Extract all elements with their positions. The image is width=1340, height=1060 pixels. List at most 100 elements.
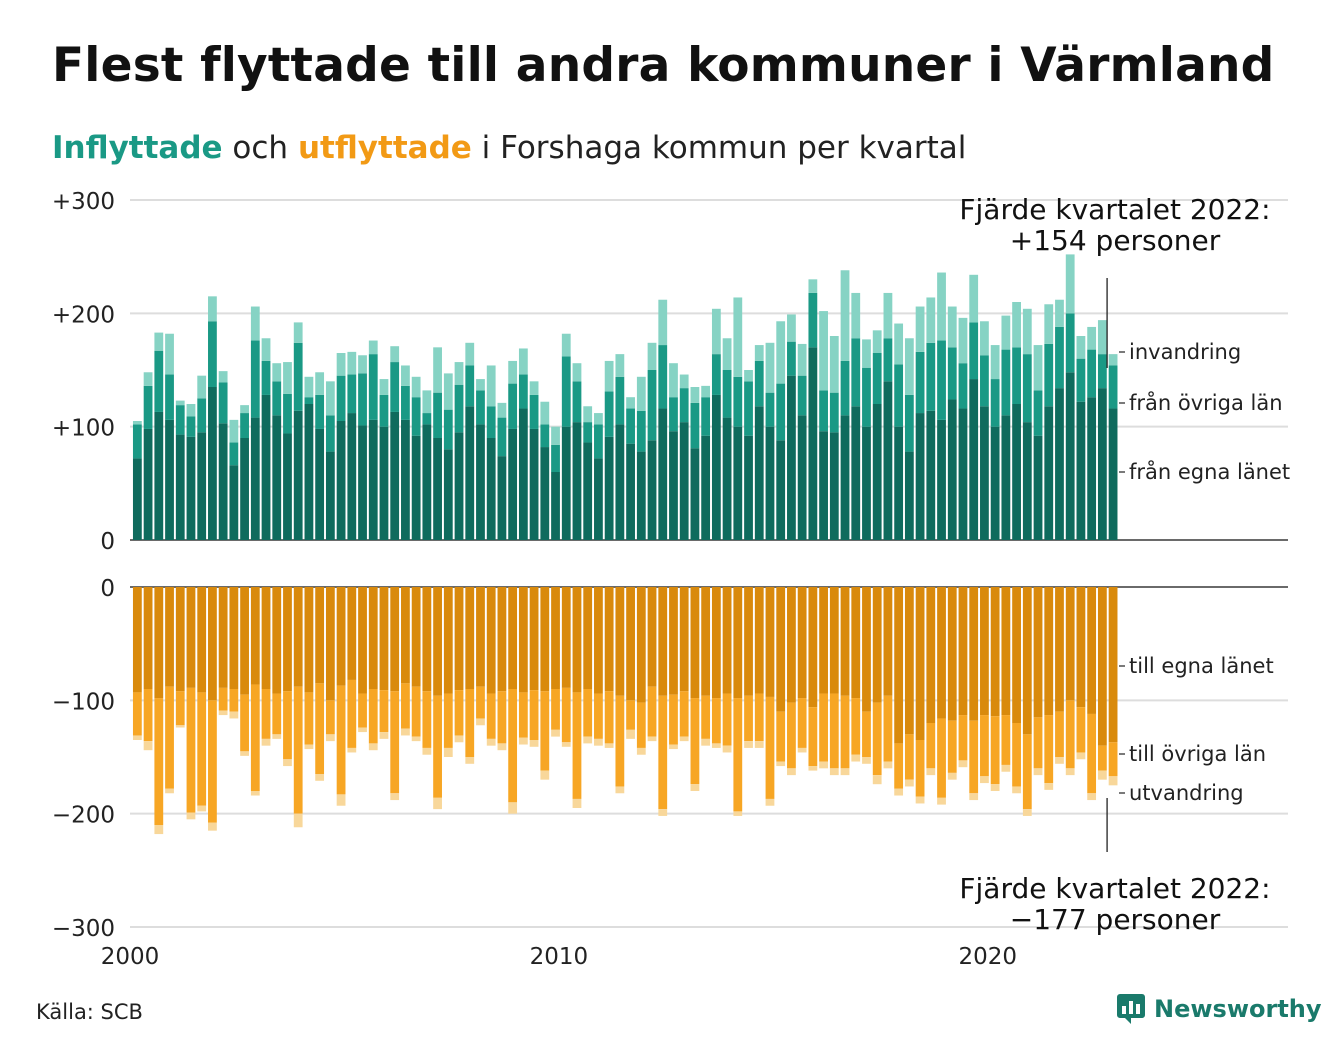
bar-in-invandring	[476, 379, 485, 391]
bar-out-egna	[336, 587, 346, 686]
bar-in-ovriga	[433, 392, 442, 438]
bar-in-egna	[347, 413, 357, 540]
bar-in-invandring	[368, 340, 378, 355]
bar-out-utvandring	[711, 743, 721, 748]
bar-out-ovriga	[658, 695, 668, 810]
bar-out-egna	[669, 587, 678, 695]
bar-out-ovriga	[958, 715, 968, 761]
bar-in-ovriga	[947, 347, 957, 400]
bar-out-ovriga	[476, 686, 485, 719]
bar-in-ovriga	[615, 376, 625, 425]
bar-out-ovriga	[143, 689, 153, 742]
bar-out-utvandring	[915, 796, 925, 804]
bar-out-ovriga	[411, 686, 421, 737]
bar-in-invandring	[1076, 336, 1086, 359]
bar-out-egna	[636, 587, 646, 703]
bar-in-ovriga	[711, 354, 721, 395]
bar-out-egna	[658, 587, 668, 696]
bar-out-utvandring	[454, 735, 464, 743]
bar-in-invandring	[679, 374, 689, 389]
bar-in-ovriga	[336, 375, 346, 421]
bar-out-utvandring	[154, 825, 164, 835]
bar-in-invandring	[132, 421, 142, 425]
bar-in-invandring	[711, 308, 721, 355]
bar-out-utvandring	[261, 738, 271, 746]
bar-out-ovriga	[969, 720, 979, 794]
bar-in-invandring	[336, 353, 346, 376]
bar-out-ovriga	[132, 692, 142, 736]
bar-in-ovriga	[250, 340, 260, 418]
bar-out-egna	[208, 587, 217, 701]
bar-out-utvandring	[476, 718, 485, 726]
bar-out-ovriga	[1065, 700, 1075, 769]
bar-out-utvandring	[197, 805, 207, 812]
bar-out-egna	[272, 587, 282, 694]
bar-in-egna	[808, 347, 818, 540]
bar-in-ovriga	[165, 374, 174, 420]
bar-out-utvandring	[175, 725, 185, 728]
brand: Newsworthy	[1117, 994, 1322, 1024]
bar-out-ovriga	[1033, 717, 1043, 769]
bar-in-invandring	[647, 342, 657, 370]
bar-out-ovriga	[422, 691, 432, 748]
bar-in-ovriga	[572, 381, 582, 423]
bar-out-egna	[776, 587, 786, 712]
bar-in-egna	[958, 408, 968, 540]
bar-in-ovriga	[883, 338, 893, 382]
bar-in-egna	[572, 422, 582, 540]
bar-out-egna	[711, 587, 721, 699]
bar-in-ovriga	[358, 373, 367, 426]
bar-out-ovriga	[797, 698, 807, 748]
bar-in-egna	[594, 458, 603, 540]
bar-in-egna	[358, 425, 367, 540]
bar-out-egna	[883, 587, 893, 696]
bar-in-egna	[465, 406, 475, 540]
bar-in-invandring	[840, 270, 850, 361]
bar-in-invandring	[808, 279, 818, 293]
bar-out-ovriga	[454, 690, 464, 736]
bar-out-ovriga	[529, 690, 539, 740]
bar-out-ovriga	[604, 691, 614, 744]
bar-out-egna	[240, 587, 249, 695]
bar-in-ovriga	[1033, 390, 1043, 436]
bar-out-utvandring	[1012, 786, 1021, 794]
bar-out-utvandring	[744, 741, 753, 748]
bar-in-invandring	[154, 332, 164, 351]
bar-in-invandring	[733, 297, 743, 377]
bar-out-utvandring	[401, 728, 410, 736]
bar-out-ovriga	[401, 683, 410, 729]
bar-out-utvandring	[486, 738, 496, 746]
bar-in-invandring	[969, 274, 979, 323]
bar-in-ovriga	[551, 444, 560, 472]
bar-out-egna	[1033, 587, 1043, 718]
bar-in-invandring	[915, 306, 925, 352]
bar-out-ovriga	[508, 689, 518, 803]
bar-out-utvandring	[626, 729, 635, 739]
bar-in-ovriga	[744, 381, 753, 436]
bar-in-invandring	[926, 297, 936, 343]
bar-out-utvandring	[218, 710, 228, 716]
bar-in-egna	[261, 394, 271, 540]
bar-in-egna	[250, 417, 260, 540]
bar-out-utvandring	[143, 741, 153, 751]
bar-in-egna	[379, 426, 389, 540]
bar-out-utvandring	[594, 738, 603, 746]
bar-in-invandring	[411, 376, 421, 398]
bar-in-invandring	[454, 362, 464, 385]
y-tick-label-bottom: −100	[52, 689, 115, 715]
bar-in-ovriga	[797, 375, 807, 416]
bar-out-utvandring	[980, 776, 989, 784]
bar-in-invandring	[851, 292, 861, 339]
bar-out-utvandring	[551, 729, 560, 737]
bar-in-ovriga	[915, 351, 925, 414]
bar-out-ovriga	[626, 700, 635, 730]
bar-out-utvandring	[776, 761, 786, 767]
bar-out-ovriga	[915, 740, 925, 797]
bar-in-egna	[883, 381, 893, 540]
bar-in-egna	[647, 440, 657, 540]
bar-in-ovriga	[497, 417, 507, 457]
bar-out-utvandring	[229, 711, 239, 719]
bar-in-egna	[733, 426, 743, 540]
bar-out-utvandring	[787, 768, 796, 776]
bar-in-invandring	[561, 333, 571, 357]
